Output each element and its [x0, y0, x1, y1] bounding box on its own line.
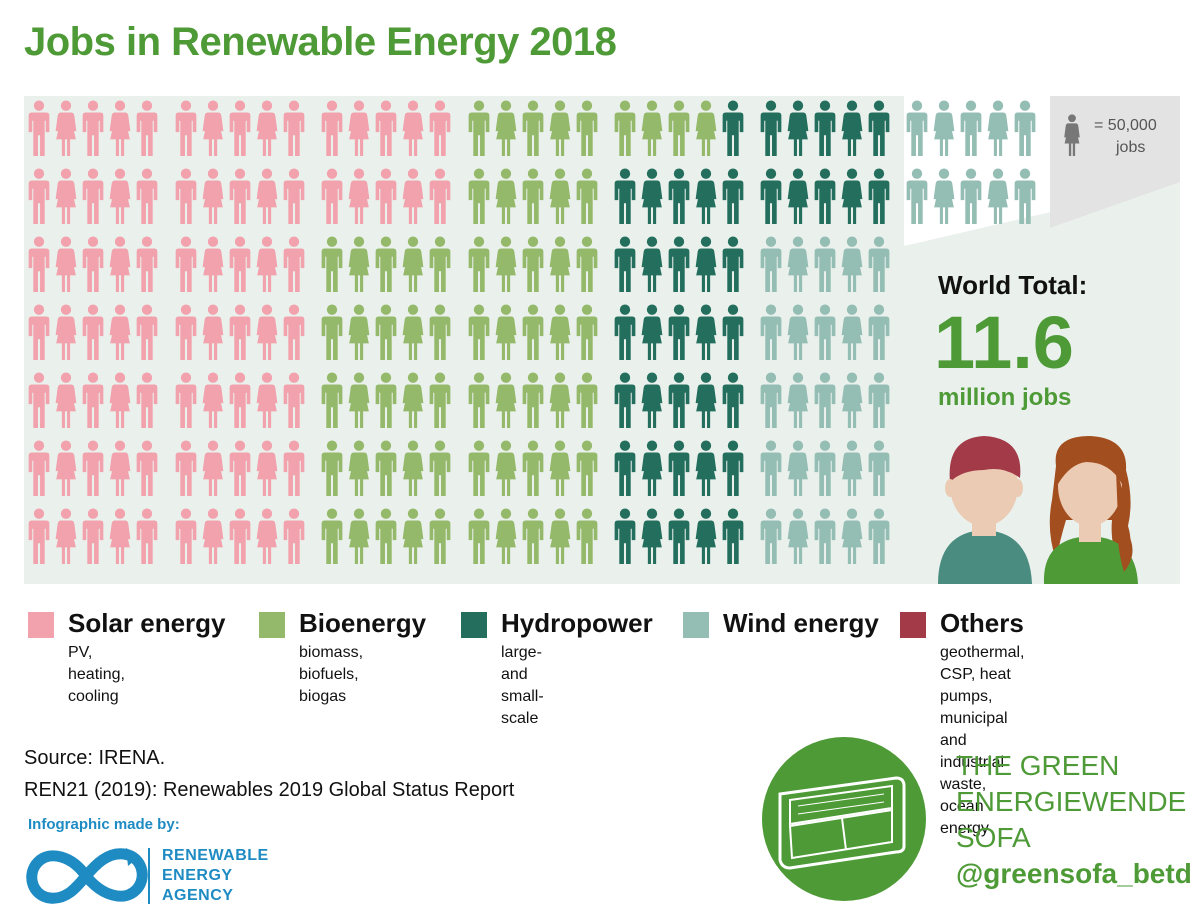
sofa-line-2: ENERGIEWENDE	[956, 786, 1187, 817]
person-icon-wind-energy	[906, 168, 928, 224]
legend-swatch-hydropower	[461, 612, 487, 638]
source-line-1: Source: IRENA.	[24, 747, 166, 769]
legend-swatch-solar	[28, 612, 54, 638]
sofa-line-1: THE GREEN	[956, 750, 1120, 781]
legend-swatch-bioenergy	[259, 612, 285, 638]
key-unit: jobs	[1115, 139, 1145, 156]
world-total-value: 11.6	[934, 301, 1074, 384]
legend-swatch-wind	[683, 612, 709, 638]
legend-desc-others: geothermal, CSP, heat pumps, municipal a…	[940, 644, 1025, 837]
agency-line-2: ENERGY	[162, 867, 233, 884]
sofa-brand: THE GREEN ENERGIEWENDE SOFA @greensofa_b…	[956, 748, 1192, 892]
world-total-unit: million jobs	[938, 384, 1071, 411]
legend-swatch-others	[900, 612, 926, 638]
person-icon-wind-energy	[987, 168, 1009, 224]
key-panel	[1050, 96, 1180, 228]
legend-label-solar: Solar energy	[68, 608, 226, 638]
pictogram-panel	[24, 96, 904, 584]
person-icon-wind-energy	[933, 168, 955, 224]
legend-label-bioenergy: Bioenergy	[299, 608, 427, 638]
sofa-handle[interactable]: @greensofa_betd	[956, 858, 1192, 889]
source-line-2: REN21 (2019): Renewables 2019 Global Sta…	[24, 779, 515, 801]
legend-label-hydropower: Hydropower	[501, 608, 653, 638]
person-icon-wind-energy	[1014, 100, 1036, 156]
agency-name: RENEWABLE ENERGY AGENCY	[162, 846, 269, 906]
sofa-line-3: SOFA	[956, 822, 1031, 853]
key-value: = 50,000	[1094, 117, 1157, 134]
made-by-label: Infographic made by:	[28, 816, 180, 833]
agency-line-1: RENEWABLE	[162, 847, 269, 864]
world-total-label: World Total:	[938, 270, 1087, 300]
legend-desc-bioenergy: biomass, biofuels, biogas	[299, 644, 364, 705]
agency-divider	[148, 848, 150, 904]
page-title: Jobs in Renewable Energy 2018	[24, 20, 617, 64]
sofa-logo-icon	[762, 737, 926, 901]
person-icon-wind-energy	[1014, 168, 1036, 224]
source-note: Source: IRENA. REN21 (2019): Renewables …	[24, 742, 514, 806]
person-icon-wind-energy	[933, 100, 955, 156]
legend-desc-hydropower: large- and small-scale	[501, 644, 544, 727]
person-icon-wind-energy	[906, 100, 928, 156]
man-illustration-icon	[938, 436, 1032, 584]
legend-desc-solar: PV, heating, cooling	[68, 644, 125, 705]
legend-label-others: Others	[940, 608, 1024, 638]
agency-line-3: AGENCY	[162, 887, 234, 904]
infinity-logo-icon	[26, 848, 148, 904]
person-icon-wind-energy	[960, 100, 982, 156]
woman-illustration-icon	[1043, 436, 1138, 584]
legend-label-wind: Wind energy	[723, 608, 879, 638]
person-icon-wind-energy	[987, 100, 1009, 156]
person-icon-wind-energy	[960, 168, 982, 224]
